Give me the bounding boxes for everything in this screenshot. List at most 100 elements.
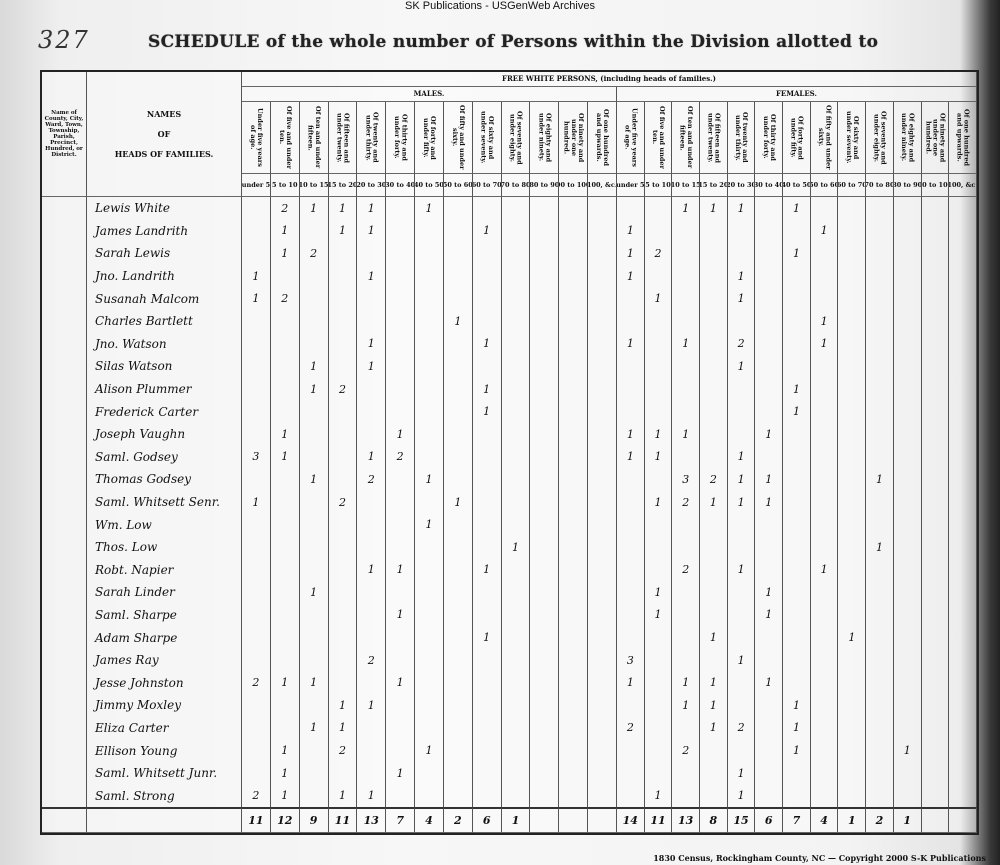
names-header-line: HEADS OF FAMILIES. [114,149,214,159]
female-tally-cell [617,309,645,333]
male-tally-cell [588,603,617,627]
female-tally-cell [645,513,673,536]
female-tally-cell [755,332,784,356]
male-tally-cell [588,558,617,582]
male-tally-cell [386,332,416,356]
male-tally-cell: 1 [357,197,387,220]
female-tally-cell [949,581,977,604]
male-tally-cell [473,671,502,695]
female-tally-cell [700,219,728,243]
male-tally-cell [242,648,271,672]
male-tally-cell [502,287,531,310]
male-total-cell: 11 [242,807,271,834]
female-tally-cell [838,264,867,288]
male-tally-cell [415,242,444,265]
female-tally-cell [617,490,645,514]
female-tally-cell [866,784,894,808]
male-tally-cell [502,784,531,808]
male-tally-cell [386,377,416,401]
male-tally-cell [588,513,617,536]
female-tally-cell: 1 [866,535,894,559]
male-tally-cell [386,626,416,649]
male-tally-cell [329,422,358,446]
female-tally-cell [617,558,645,582]
male-tally-cell: 2 [329,490,358,514]
male-tally-cell [415,694,444,717]
female-age-column-label: Of ten and under fifteen. [672,102,701,174]
male-tally-cell [357,490,387,514]
female-tally-cell [617,784,645,808]
county-cell [42,626,87,649]
female-tally-cell [755,197,784,220]
head-of-family-name: Thomas Godsey [87,468,242,491]
male-tally-cell: 1 [300,468,329,491]
female-age-column-label: Of eighty and under ninety. [893,102,922,174]
female-tally-cell [755,784,784,808]
female-tally-cell [755,445,784,469]
female-tally-cell [811,761,839,785]
female-tally-cell [783,603,811,627]
male-tally-cell: 1 [473,377,502,401]
female-tally-cell [811,513,839,536]
male-tally-cell: 1 [473,626,502,649]
male-tally-cell: 1 [271,219,300,243]
male-tally-cell [415,400,444,423]
female-tally-cell [838,355,867,378]
male-tally-cell [530,671,560,695]
male-tally-cell [444,558,473,582]
male-tally-cell: 1 [357,332,387,356]
male-tally-cell [444,535,473,559]
female-tally-cell [866,400,894,423]
female-tally-cell [728,581,756,604]
female-tally-cell [894,445,922,469]
male-tally-cell [271,400,300,423]
male-tally-cell [329,581,358,604]
female-tally-cell [755,535,784,559]
male-tally-cell [473,535,502,559]
female-tally-cell [617,287,645,310]
county-cell [42,355,87,378]
female-tally-cell [672,513,701,536]
male-tally-cell [242,603,271,627]
female-tally-cell [728,242,756,265]
male-tally-cell [588,671,617,695]
male-tally-cell [502,377,531,401]
male-tally-cell [444,603,473,627]
female-tally-cell [783,264,811,288]
male-tally-cell: 1 [386,671,416,695]
female-tally-cell [755,513,784,536]
male-tally-cell [530,422,560,446]
female-tally-cell [866,694,894,717]
male-tally-cell: 1 [357,355,387,378]
female-tally-cell [838,784,867,808]
male-tally-cell [559,581,589,604]
female-tally-cell [922,671,950,695]
female-tally-cell [949,264,977,288]
male-tally-cell [357,603,387,627]
female-tally-cell [755,264,784,288]
male-tally-cell [473,694,502,717]
female-tally-cell: 1 [783,197,811,220]
watermark-text: SK Publications - USGenWeb Archives [405,0,595,12]
female-age-range-label: 20 to 30 [727,174,756,197]
male-tally-cell [415,626,444,649]
female-tally-cell [922,468,950,491]
female-tally-cell [894,197,922,220]
male-tally-cell [329,309,358,333]
female-tally-cell: 1 [755,468,784,491]
male-tally-cell: 1 [415,739,444,762]
female-tally-cell: 1 [700,197,728,220]
male-tally-cell [502,761,531,785]
male-tally-cell [415,445,444,469]
female-total-cell: 13 [672,807,701,834]
female-tally-cell [949,558,977,582]
female-tally-cell [949,648,977,672]
male-tally-cell [300,332,329,356]
male-tally-cell [588,242,617,265]
male-tally-cell [559,242,589,265]
male-tally-cell [329,355,358,378]
male-tally-cell [242,739,271,762]
male-age-column-label: Under five years of age. [242,102,271,174]
male-tally-cell [444,355,473,378]
male-tally-cell: 1 [357,264,387,288]
